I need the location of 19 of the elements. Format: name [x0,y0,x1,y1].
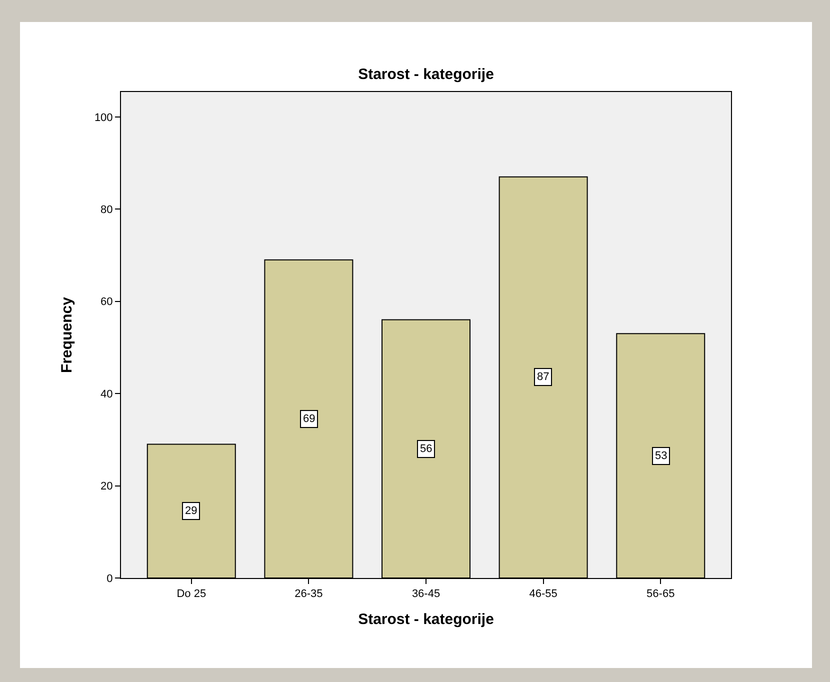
y-tick-label: 80 [100,204,113,216]
x-axis-title: Starost - kategorije [358,611,494,628]
y-tick-label: 20 [100,480,113,493]
y-tick-label: 40 [100,388,113,400]
x-tick-label: 56-65 [646,588,675,600]
x-tick-label: 36-45 [412,588,440,600]
x-tick-label: Do 25 [176,588,206,600]
y-tick-label: 0 [106,572,113,585]
y-axis-title: Frequency [58,296,76,373]
y-tick-label: 100 [94,112,113,124]
x-tick-label: 46-55 [529,588,558,600]
y-tick-label: 60 [100,296,113,308]
x-tick-label: 26-35 [294,588,323,600]
data-label: 56 [420,443,432,455]
data-label: 53 [655,450,668,462]
data-label: 29 [185,505,198,517]
chart-title: Starost - kategorije [358,66,494,83]
data-label: 87 [537,371,550,383]
data-label: 69 [303,413,316,425]
